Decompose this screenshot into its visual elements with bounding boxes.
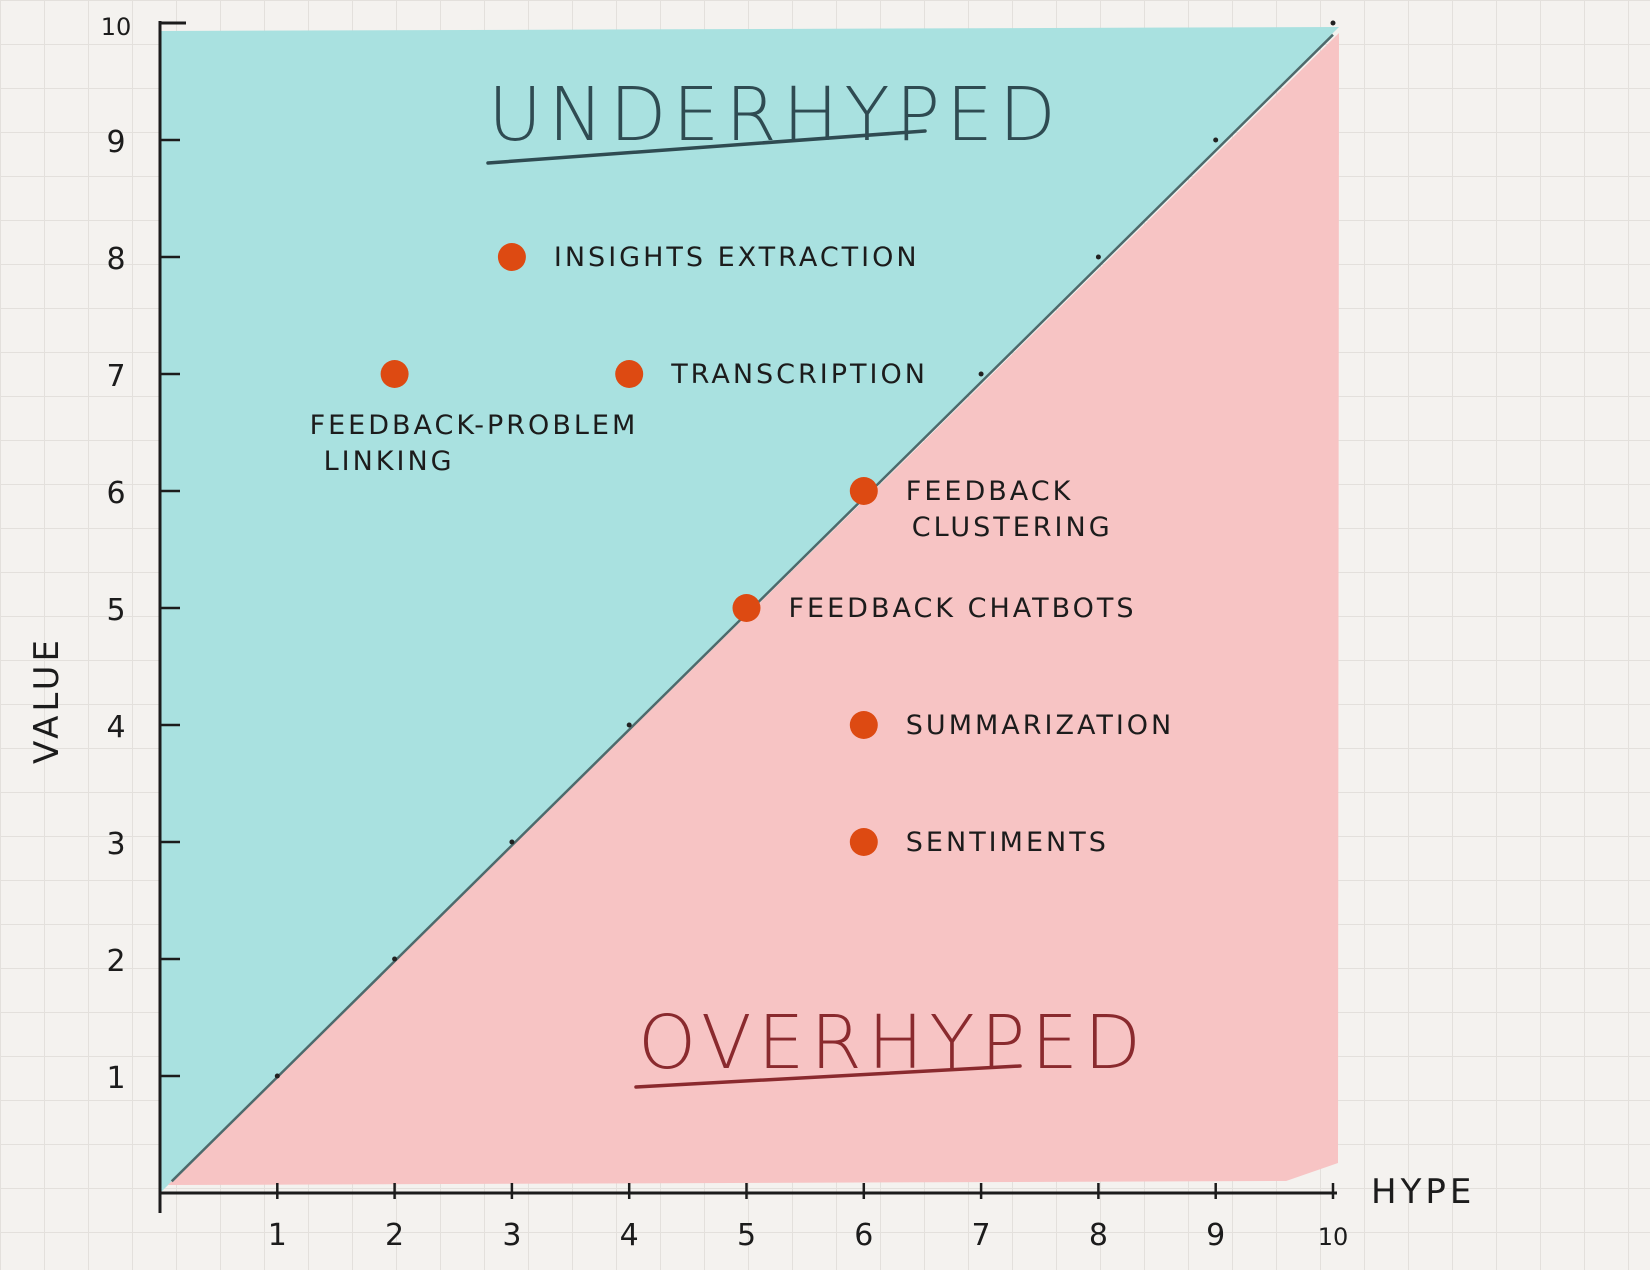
x-tick-label: 7 bbox=[972, 1218, 991, 1253]
diagonal-dot bbox=[978, 371, 984, 377]
y-tick-label: 5 bbox=[106, 593, 125, 628]
underhyped-label: UNDERHYPED bbox=[488, 72, 1062, 158]
y-tick-label: 3 bbox=[106, 827, 125, 862]
y-tick-label: 2 bbox=[106, 944, 125, 979]
underhyped-underline bbox=[486, 129, 927, 165]
x-tick-label: 3 bbox=[502, 1218, 521, 1253]
y-tick-label: 4 bbox=[106, 710, 125, 745]
x-axis-title: HYPE bbox=[1371, 1172, 1475, 1212]
diagonal-dot bbox=[1330, 20, 1336, 26]
data-point bbox=[849, 711, 878, 739]
x-tick-label: 1 bbox=[268, 1218, 287, 1253]
point-label: INSIGHTS EXTRACTION bbox=[554, 242, 920, 273]
x-axis-ticks: 1 2 3 4 5 6 7 8 9 10 bbox=[268, 1183, 1349, 1253]
y-tick-label: 1 bbox=[106, 1061, 125, 1096]
data-point bbox=[732, 594, 761, 622]
y-tick-label: 6 bbox=[106, 476, 125, 511]
y-tick-label: 10 bbox=[101, 13, 132, 41]
y-tick-label: 7 bbox=[106, 359, 125, 394]
diagonal-dot bbox=[509, 839, 515, 845]
x-tick-label: 10 bbox=[1318, 1223, 1349, 1251]
overhyped-underline bbox=[634, 1064, 1022, 1089]
data-point bbox=[497, 243, 526, 271]
point-label: TRANSCRIPTION bbox=[670, 359, 928, 390]
point-label: LINKING bbox=[324, 446, 455, 477]
point-label: FEEDBACK bbox=[906, 476, 1074, 507]
diagonal-dot bbox=[1213, 137, 1219, 143]
point-label: FEEDBACK-PROBLEM bbox=[310, 410, 639, 441]
diagonal-dot bbox=[392, 956, 398, 962]
x-tick-label: 6 bbox=[854, 1218, 873, 1253]
data-points: INSIGHTS EXTRACTION FEEDBACK-PROBLEM LINKI… bbox=[310, 242, 1174, 858]
y-tick-label: 9 bbox=[106, 125, 125, 160]
diagonal-dot bbox=[274, 1073, 280, 1079]
x-tick-label: 4 bbox=[620, 1218, 639, 1253]
point-label: SUMMARIZATION bbox=[906, 710, 1174, 741]
point-label: CLUSTERING bbox=[912, 512, 1113, 543]
point-label: FEEDBACK CHATBOTS bbox=[789, 593, 1137, 624]
x-tick-label: 9 bbox=[1206, 1218, 1225, 1253]
y-tick-label: 8 bbox=[106, 242, 125, 277]
data-point bbox=[380, 360, 409, 388]
diagonal-dot bbox=[626, 722, 632, 728]
data-point bbox=[849, 477, 878, 505]
x-tick-label: 2 bbox=[385, 1218, 404, 1253]
point-label: SENTIMENTS bbox=[906, 827, 1109, 858]
data-point bbox=[849, 828, 878, 856]
x-tick-label: 8 bbox=[1089, 1218, 1108, 1253]
data-point bbox=[615, 360, 644, 388]
diagonal-dot bbox=[1095, 254, 1101, 260]
x-tick-label: 5 bbox=[737, 1218, 756, 1253]
y-axis-title: VALUE bbox=[27, 636, 67, 764]
